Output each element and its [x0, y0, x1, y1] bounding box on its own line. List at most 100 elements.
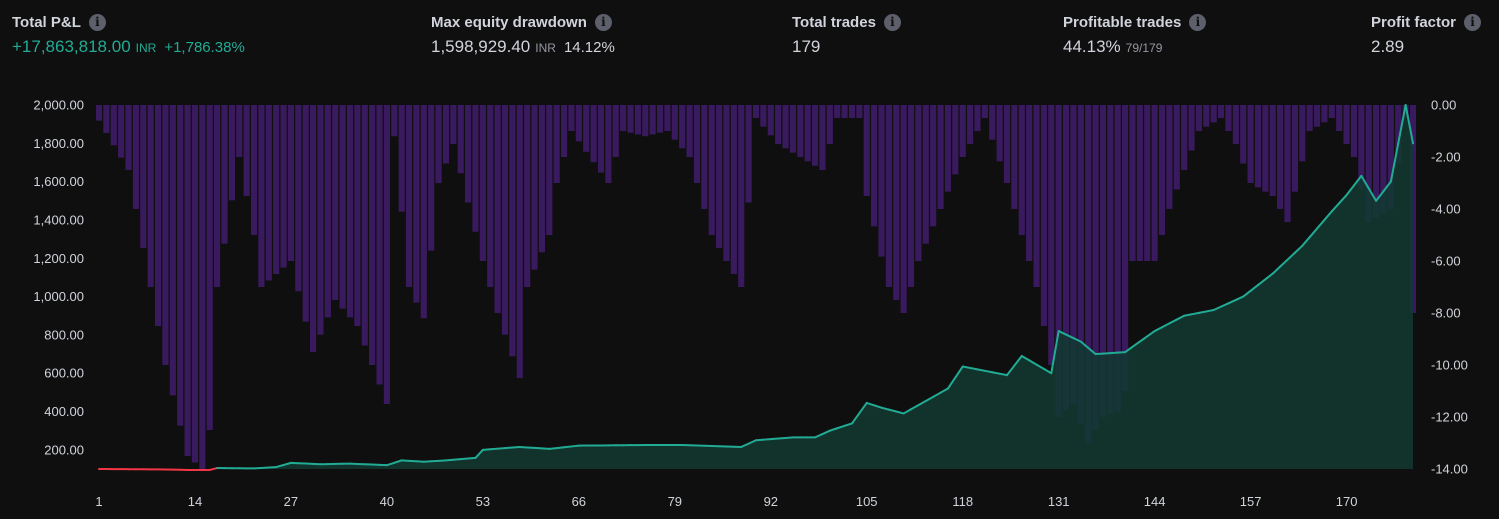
equity-line-segment — [924, 395, 935, 402]
equity-line-segment — [393, 459, 403, 464]
drawdown-bar — [1247, 105, 1254, 183]
drawdown-bar — [132, 105, 139, 209]
equity-line-segment — [1279, 258, 1289, 268]
drawdown-bar — [487, 105, 494, 287]
drawdown-bar — [745, 105, 752, 203]
drawdown-bar — [981, 105, 988, 118]
profit-factor-label: Profit factor — [1371, 14, 1457, 31]
drawdown-bar — [1077, 105, 1084, 424]
equity-line-segment — [570, 444, 580, 448]
drawdown-bar — [1313, 105, 1321, 127]
drawdown-bar — [494, 105, 501, 313]
profitable-trades-label-row: Profitable trades i — [1063, 14, 1207, 31]
info-icon[interactable]: i — [88, 14, 106, 31]
drawdown-bar — [405, 105, 413, 287]
drawdown-bar — [1240, 105, 1247, 164]
equity-line-segment — [1345, 184, 1355, 197]
drawdown-bar — [1136, 105, 1143, 261]
equity-line-segment — [385, 461, 396, 467]
drawdown-bar — [1350, 105, 1358, 157]
drawdown-bar — [871, 105, 878, 227]
drawdown-bar — [524, 105, 531, 287]
drawdown-bar — [191, 105, 199, 463]
drawdown-bar — [1195, 105, 1202, 131]
left-tick-label: 400.00 — [44, 404, 84, 419]
drawdown-bar — [1336, 105, 1343, 131]
total-pl-value: +17,863,818.00 — [12, 37, 131, 56]
equity-line-segment — [1197, 310, 1208, 314]
info-icon[interactable]: i — [1189, 14, 1207, 31]
equity-line-segment — [910, 404, 920, 411]
equity-line-segment — [1124, 345, 1134, 354]
drawdown-bar — [1321, 105, 1328, 123]
drawdown-bar — [878, 105, 885, 257]
equity-line-segment — [1065, 333, 1075, 340]
drawdown-bar — [775, 105, 782, 144]
total-pl-percent: +1,786.38% — [164, 39, 245, 56]
drawdown-bar — [228, 105, 235, 201]
drawdown-bar — [974, 105, 981, 131]
drawdown-bar — [479, 105, 486, 261]
stats-header: Total P&L i +17,863,818.00 INR +1,786.38… — [0, 0, 1499, 70]
drawdown-bar — [915, 105, 922, 261]
right-tick-label: -2.00 — [1431, 150, 1461, 165]
max-drawdown-unit: INR — [535, 41, 556, 55]
drawdown-bar — [1277, 105, 1284, 209]
drawdown-bar — [848, 105, 856, 118]
drawdown-bar — [1122, 105, 1129, 391]
drawdown-bar — [354, 105, 361, 326]
equity-line-segment — [769, 437, 780, 441]
drawdown-bar — [317, 105, 324, 335]
equity-line-segment — [969, 366, 979, 371]
drawdown-bar — [1218, 105, 1225, 118]
info-icon[interactable]: i — [883, 14, 901, 31]
equity-line-segment — [1301, 236, 1311, 247]
equity-line-segment — [481, 448, 492, 451]
profitable-trades-stat: Profitable trades i 44.13% 79/179 — [1063, 14, 1207, 57]
x-axis: 1 14 27 40 53 66 79 92 105 118 131 144 157 170 — [95, 494, 1357, 509]
drawdown-bar — [679, 105, 686, 149]
drawdown-bar — [1070, 105, 1077, 404]
drawdown-bar — [1380, 105, 1387, 214]
drawdown-bar — [398, 105, 405, 212]
drawdown-bar — [177, 105, 184, 426]
total-trades-label: Total trades — [792, 14, 876, 31]
equity-line-segment — [1389, 142, 1400, 183]
info-icon[interactable]: i — [594, 14, 612, 31]
drawdown-bar — [967, 105, 974, 144]
drawdown-bar — [501, 105, 509, 335]
drawdown-bar — [546, 105, 553, 235]
drawdown-bar — [457, 105, 464, 174]
max-drawdown-stat: Max equity drawdown i 1,598,929.40 INR 1… — [431, 14, 615, 57]
drawdown-bar — [118, 105, 125, 158]
max-drawdown-value-row: 1,598,929.40 INR 14.12% — [431, 37, 615, 57]
total-pl-label: Total P&L — [12, 14, 81, 31]
drawdown-bar — [989, 105, 996, 140]
total-trades-label-row: Total trades i — [792, 14, 901, 31]
drawdown-bar — [1269, 105, 1276, 196]
equity-line-segment — [1375, 190, 1385, 202]
drawdown-bar — [811, 105, 819, 166]
info-icon[interactable]: i — [1464, 14, 1482, 31]
drawdown-bar — [1365, 105, 1372, 222]
drawdown-bar — [693, 105, 701, 183]
drawdown-bar — [634, 105, 641, 135]
x-tick-label: 27 — [284, 494, 298, 509]
drawdown-bar — [428, 105, 435, 251]
drawdown-bar — [1048, 105, 1055, 365]
equity-line-segment — [1256, 278, 1267, 287]
equity-line-segment — [1013, 354, 1023, 367]
equity-line-segment — [932, 391, 942, 398]
drawdown-bar — [922, 105, 929, 244]
equity-line-segment — [998, 372, 1008, 377]
equity-line-segment — [489, 447, 499, 451]
x-tick-label: 105 — [856, 494, 878, 509]
equity-line-segment — [504, 446, 514, 450]
equity-line-segment — [873, 404, 883, 409]
x-tick-label: 144 — [1144, 494, 1166, 509]
drawdown-bar — [287, 105, 294, 261]
equity-line-segment — [1293, 244, 1304, 254]
equity-line-segment — [1382, 180, 1392, 193]
drawdown-bar — [797, 105, 804, 157]
